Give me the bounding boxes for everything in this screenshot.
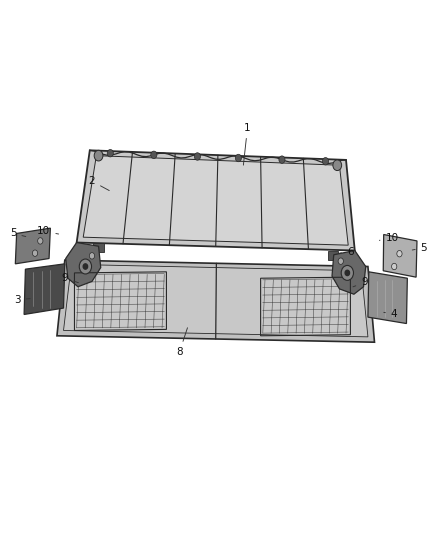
Circle shape	[392, 263, 397, 270]
Text: 5: 5	[412, 243, 427, 253]
Text: 9: 9	[353, 278, 368, 287]
Text: 4: 4	[384, 310, 398, 319]
Circle shape	[107, 149, 113, 157]
Polygon shape	[77, 150, 355, 251]
Polygon shape	[57, 260, 374, 342]
Text: 3: 3	[14, 295, 30, 304]
Polygon shape	[64, 264, 368, 337]
Circle shape	[345, 270, 350, 276]
Circle shape	[338, 258, 343, 264]
Circle shape	[322, 158, 328, 165]
Circle shape	[194, 153, 201, 160]
Polygon shape	[66, 243, 101, 287]
Circle shape	[32, 250, 38, 256]
Text: 8: 8	[176, 328, 187, 357]
Circle shape	[341, 265, 353, 280]
Polygon shape	[24, 264, 65, 314]
Text: 5: 5	[10, 229, 26, 238]
Circle shape	[94, 150, 103, 161]
Text: 10: 10	[379, 233, 399, 243]
Bar	[93, 243, 104, 252]
Text: 6: 6	[339, 247, 354, 256]
Polygon shape	[368, 272, 407, 324]
Circle shape	[79, 259, 92, 274]
Circle shape	[279, 156, 285, 163]
Circle shape	[38, 238, 43, 244]
Polygon shape	[383, 235, 417, 277]
Circle shape	[235, 154, 241, 161]
Text: 9: 9	[61, 273, 78, 283]
Circle shape	[151, 151, 157, 159]
Text: 2: 2	[88, 176, 109, 191]
Circle shape	[83, 264, 88, 269]
Text: 10: 10	[37, 227, 59, 236]
Circle shape	[89, 253, 95, 259]
Circle shape	[397, 251, 402, 257]
Circle shape	[333, 160, 342, 171]
Bar	[328, 251, 338, 260]
Polygon shape	[83, 156, 348, 245]
Polygon shape	[332, 251, 366, 294]
Text: 1: 1	[244, 123, 251, 165]
Polygon shape	[15, 228, 50, 264]
